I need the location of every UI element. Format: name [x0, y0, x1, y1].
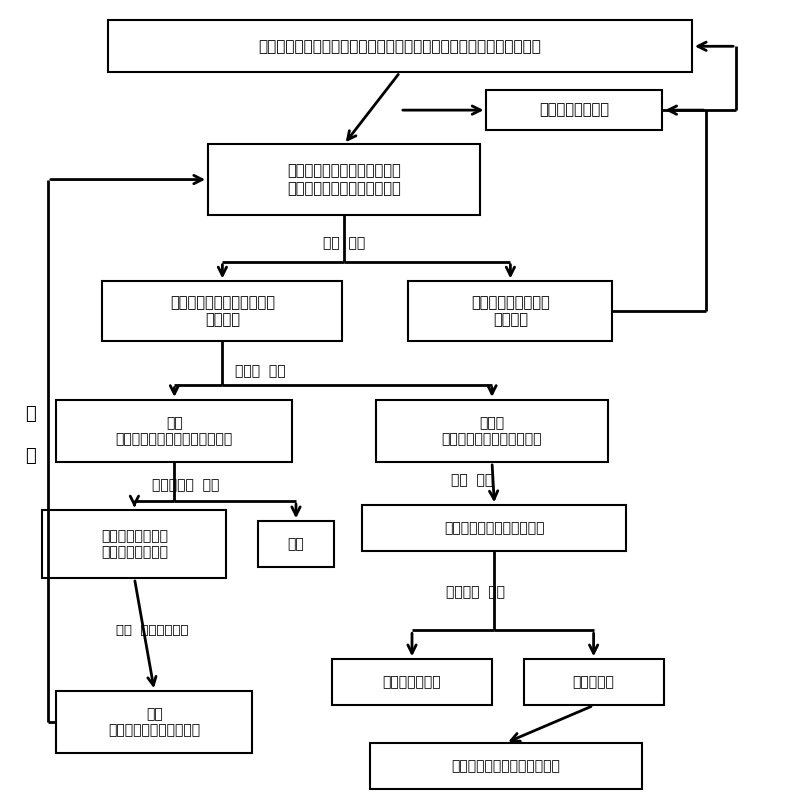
Bar	[362, 505, 626, 551]
Bar	[56, 400, 293, 462]
Text: 氢气
（含氯化氢、四氯化硅）: 氢气 （含氯化氢、四氯化硅）	[108, 707, 201, 737]
Bar	[486, 90, 662, 130]
Text: 吸收剂
（含氯化氢、二氯二氢硅）: 吸收剂 （含氯化氢、二氯二氢硅）	[442, 416, 542, 446]
Bar	[208, 144, 480, 215]
Text: 氢气
（含少量的氯化氢、四氯化硅）: 氢气 （含少量的氯化氢、四氯化硅）	[116, 416, 233, 446]
Text: 液态二氯二氢硅: 液态二氯二氢硅	[382, 675, 442, 689]
Text: 液态四氯化硅淋洗: 液态四氯化硅淋洗	[539, 103, 610, 117]
Text: 氢气、氯化氢、二氯二氢硅
（气态）: 氢气、氯化氢、二氯二氢硅 （气态）	[170, 295, 275, 327]
Text: 三氯氢硅、四氯化硅
（液态）: 三氯氢硅、四氯化硅 （液态）	[471, 295, 550, 327]
Bar	[332, 659, 492, 705]
Bar	[42, 511, 226, 578]
Text: 活性炭吸附  过滤: 活性炭吸附 过滤	[152, 478, 219, 492]
Text: 尾气（氢气、氯化氢、二氯二
氢硅、三氯氢硅、四氯化硅）: 尾气（氢气、氯化氢、二氯二 氢硅、三氯氢硅、四氯化硅）	[287, 164, 401, 196]
Bar	[56, 691, 253, 753]
Text: 加压  冷却: 加压 冷却	[323, 236, 365, 251]
Bar	[108, 21, 692, 73]
Text: 多晶硅生产中三氯氢硅的合成: 多晶硅生产中三氯氢硅的合成	[451, 759, 560, 773]
Text: 升温  加压: 升温 加压	[451, 473, 493, 488]
Bar	[258, 521, 334, 567]
Text: 气态氯化氢: 气态氯化氢	[573, 675, 614, 689]
Text: 加热  吹入高纯氢气: 加热 吹入高纯氢气	[116, 624, 188, 637]
Text: 控制压力  温度: 控制压力 温度	[446, 585, 506, 599]
Text: 气态的氯化氢、二氯二氢硅: 气态的氯化氢、二氯二氢硅	[444, 521, 545, 535]
Bar	[408, 282, 613, 342]
Text: 循

环: 循 环	[25, 405, 36, 464]
Text: 活性炭（吸附了氯
化氢、四氯化硅）: 活性炭（吸附了氯 化氢、四氯化硅）	[101, 529, 168, 559]
Bar	[370, 743, 642, 789]
Bar	[376, 400, 608, 462]
Bar	[102, 282, 342, 342]
Text: 氢气: 氢气	[288, 537, 304, 551]
Text: 尾气（主要包括：氢气、氯化氢、二氯二氢硅、三氯氢硅、四氯化硅）: 尾气（主要包括：氢气、氯化氢、二氯二氢硅、三氯氢硅、四氯化硅）	[258, 39, 542, 53]
Text: 吸收剂  吸收: 吸收剂 吸收	[234, 364, 286, 378]
Bar	[524, 659, 663, 705]
